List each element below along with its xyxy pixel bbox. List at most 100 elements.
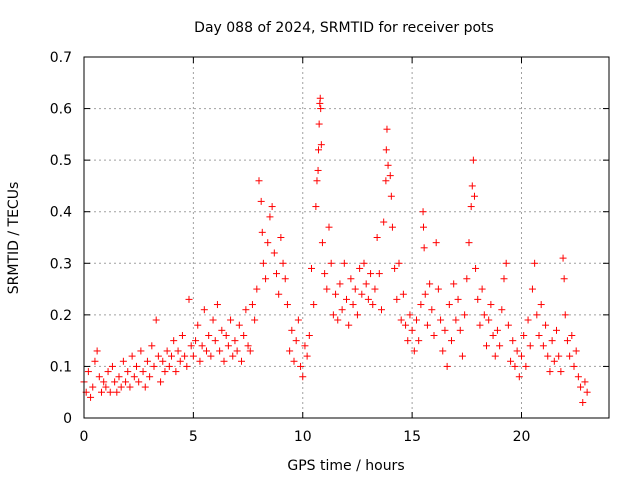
data-point — [305, 331, 313, 339]
data-point — [279, 259, 287, 267]
data-point — [515, 373, 523, 381]
data-point — [393, 295, 401, 303]
data-point — [430, 331, 438, 339]
data-point — [426, 280, 434, 288]
data-point — [417, 301, 425, 309]
data-point — [301, 342, 309, 350]
data-point — [141, 383, 149, 391]
data-point — [404, 337, 412, 345]
data-point — [386, 172, 394, 180]
data-point — [183, 362, 191, 370]
data-point — [258, 228, 266, 236]
data-point — [467, 203, 475, 211]
y-tick-label: 0.5 — [50, 153, 72, 169]
x-tick-label: 5 — [189, 429, 198, 445]
data-point — [229, 352, 237, 360]
data-point — [308, 264, 315, 272]
data-point — [452, 316, 460, 324]
data-point — [458, 352, 466, 360]
data-point — [194, 321, 202, 329]
data-point — [189, 352, 197, 360]
data-point — [526, 342, 534, 350]
data-point — [524, 316, 532, 324]
data-point — [84, 368, 92, 376]
data-point — [371, 285, 379, 293]
data-point — [563, 337, 571, 345]
data-point — [448, 337, 455, 345]
x-tick-label: 20 — [513, 429, 531, 445]
data-point — [356, 264, 364, 272]
x-axis-label: GPS time / hours — [287, 458, 404, 474]
data-point — [93, 347, 101, 355]
data-point — [209, 316, 217, 324]
data-point — [233, 347, 241, 355]
data-point — [216, 347, 224, 355]
data-point — [487, 301, 495, 309]
y-tick-label: 0.1 — [50, 359, 72, 375]
data-point — [286, 347, 294, 355]
data-point — [317, 105, 325, 113]
data-point — [483, 342, 490, 350]
data-point — [235, 321, 243, 329]
data-point — [478, 285, 486, 293]
data-point — [507, 357, 515, 365]
data-point — [297, 362, 305, 370]
data-point — [340, 259, 348, 267]
data-point — [196, 357, 204, 365]
data-point — [343, 295, 350, 303]
data-point — [496, 342, 504, 350]
y-tick-label: 0 — [63, 411, 72, 427]
data-point — [255, 177, 263, 185]
data-point — [222, 331, 230, 339]
data-point — [375, 270, 383, 278]
data-point — [238, 357, 245, 365]
data-point — [476, 321, 484, 329]
x-tick-label: 10 — [294, 429, 312, 445]
data-point — [434, 285, 442, 293]
data-point — [550, 357, 558, 365]
data-point — [489, 331, 497, 339]
y-tick-label: 0.2 — [50, 308, 72, 324]
data-point — [420, 244, 428, 252]
data-point — [420, 223, 427, 231]
data-point — [312, 203, 320, 211]
data-point — [378, 306, 385, 314]
data-point — [178, 331, 186, 339]
data-point — [310, 301, 318, 309]
data-point — [493, 326, 501, 334]
data-point — [303, 352, 311, 360]
data-point — [283, 301, 291, 309]
data-point — [159, 357, 167, 365]
data-point — [570, 362, 578, 370]
data-point — [555, 352, 563, 360]
data-point — [318, 239, 326, 247]
data-point — [220, 357, 228, 365]
data-point — [244, 342, 252, 350]
data-point — [98, 388, 105, 396]
data-point — [104, 368, 112, 376]
data-point — [474, 295, 482, 303]
data-point — [559, 254, 567, 262]
data-point — [537, 301, 545, 309]
data-point — [292, 337, 300, 345]
data-point — [465, 239, 473, 247]
data-point — [185, 295, 193, 303]
data-point — [402, 321, 410, 329]
data-point — [423, 321, 431, 329]
data-point — [491, 352, 499, 360]
data-point — [251, 316, 259, 324]
data-point — [553, 326, 560, 334]
data-point — [358, 290, 366, 298]
data-point — [485, 316, 493, 324]
data-point — [315, 120, 323, 128]
data-point — [313, 177, 321, 185]
data-point — [317, 141, 325, 149]
data-point — [498, 306, 506, 314]
data-point — [163, 347, 171, 355]
data-points — [80, 94, 591, 407]
data-point — [480, 311, 488, 319]
data-point — [115, 373, 123, 381]
data-point — [432, 239, 440, 247]
data-point — [347, 275, 355, 283]
data-point — [117, 383, 125, 391]
